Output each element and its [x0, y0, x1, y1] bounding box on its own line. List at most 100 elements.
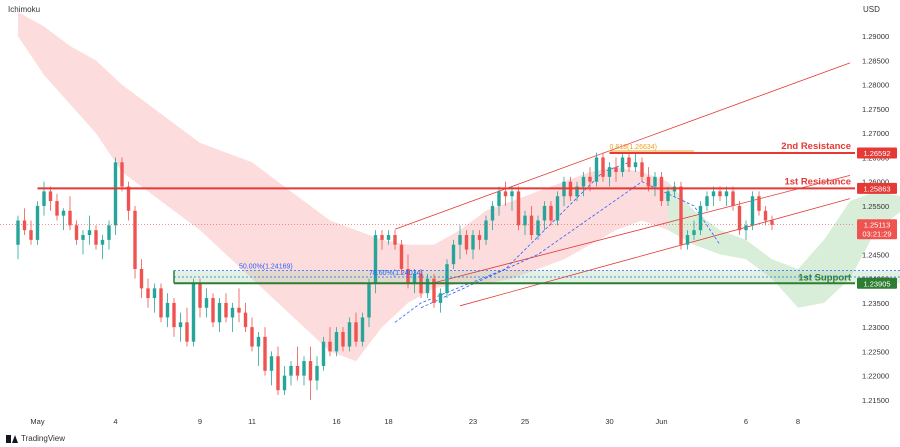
candle-body [503, 191, 508, 197]
candle-body [204, 298, 209, 308]
candle-body [477, 235, 482, 240]
candle-body [159, 288, 163, 318]
candle [542, 201, 547, 231]
price-tick-label: 1.28000 [862, 81, 889, 90]
candle [451, 239, 456, 269]
candle-body [55, 201, 59, 216]
candle-body [367, 283, 371, 318]
candle-body [464, 235, 469, 250]
first-resistance-label: 1st Resistance [784, 176, 851, 187]
fib-786-label: 78.60%(1.24034) [369, 270, 423, 277]
candle [724, 186, 729, 206]
candle [81, 230, 85, 255]
candle-body [48, 191, 53, 202]
candle [100, 235, 105, 260]
candle-body [607, 167, 612, 177]
candle [289, 361, 293, 386]
time-tick-label: 18 [384, 417, 392, 426]
candle [705, 191, 709, 211]
candle [393, 230, 397, 250]
candle [523, 210, 527, 236]
first-support-tag-bg [857, 277, 897, 289]
price-axis[interactable]: 1.29000 1.28500 1.28000 1.27500 1.27000 1.265… [857, 32, 897, 405]
candle [464, 230, 469, 255]
candle-body [685, 235, 690, 245]
candle [445, 259, 449, 299]
first-support-label: 1st Support [798, 272, 852, 283]
candle [666, 186, 670, 206]
candle [380, 230, 384, 250]
candle [620, 152, 625, 177]
price-tick-label: 1.24500 [862, 250, 889, 259]
support-zone [174, 270, 900, 284]
candle [490, 201, 495, 231]
candle [367, 278, 371, 328]
candle [510, 186, 514, 211]
candle [224, 293, 228, 323]
candle-body [724, 191, 729, 197]
price-tick-label: 1.27000 [862, 129, 889, 138]
candle [87, 215, 92, 245]
candle [133, 205, 137, 279]
candle-body [490, 205, 495, 221]
candle [282, 365, 287, 396]
candle-body [653, 176, 657, 187]
candle-body [763, 210, 768, 221]
candle [750, 191, 755, 231]
candle [165, 293, 170, 328]
tradingview-logo[interactable]: TradingView [6, 434, 65, 443]
candle [94, 225, 98, 250]
candle [178, 312, 183, 342]
candle [731, 186, 735, 211]
candle [172, 298, 176, 337]
candle-body [113, 162, 118, 226]
candle-body [588, 176, 592, 182]
candle [360, 312, 365, 347]
candle [334, 327, 339, 357]
candle-body [243, 312, 248, 328]
candle [354, 312, 358, 347]
candle [191, 278, 196, 347]
price-tick-label: 1.28500 [862, 56, 889, 65]
price-tick-label: 1.22500 [862, 347, 889, 356]
candle-body [237, 307, 241, 313]
candle [497, 186, 501, 216]
candle [211, 293, 215, 328]
candle-body [347, 322, 352, 347]
current-price-tag-bg [857, 219, 897, 240]
candle-body [458, 235, 462, 245]
second-resistance-label: 2nd Resistance [781, 141, 851, 152]
candle [120, 157, 124, 192]
candle-body [308, 361, 313, 381]
candle [74, 220, 79, 245]
candle [139, 259, 144, 299]
candle-body [510, 191, 514, 197]
candle [185, 307, 189, 347]
candle-body [16, 220, 20, 245]
candle-body [711, 191, 716, 197]
candle-body [198, 283, 202, 308]
candle-body [35, 205, 40, 240]
candle-body [133, 210, 137, 269]
price-tick-label: 1.22000 [862, 372, 889, 381]
candle-body [139, 268, 144, 289]
candle-body [354, 322, 358, 342]
candle [29, 220, 33, 245]
candle [757, 191, 761, 216]
candle [263, 327, 267, 376]
time-tick-label: 23 [469, 417, 477, 426]
candle [581, 172, 586, 197]
time-axis[interactable]: May 4 9 11 16 18 23 25 30 Jun 6 8 [30, 417, 800, 426]
candle-body [601, 157, 605, 177]
candle [594, 152, 599, 187]
candle-body [445, 264, 449, 294]
candle-body [250, 327, 254, 347]
candle-body [581, 176, 586, 187]
candle [640, 157, 644, 182]
candle [256, 332, 261, 366]
candle-body [757, 196, 761, 211]
candle [536, 215, 540, 240]
candle-body [191, 283, 196, 342]
candle-body [406, 268, 410, 284]
